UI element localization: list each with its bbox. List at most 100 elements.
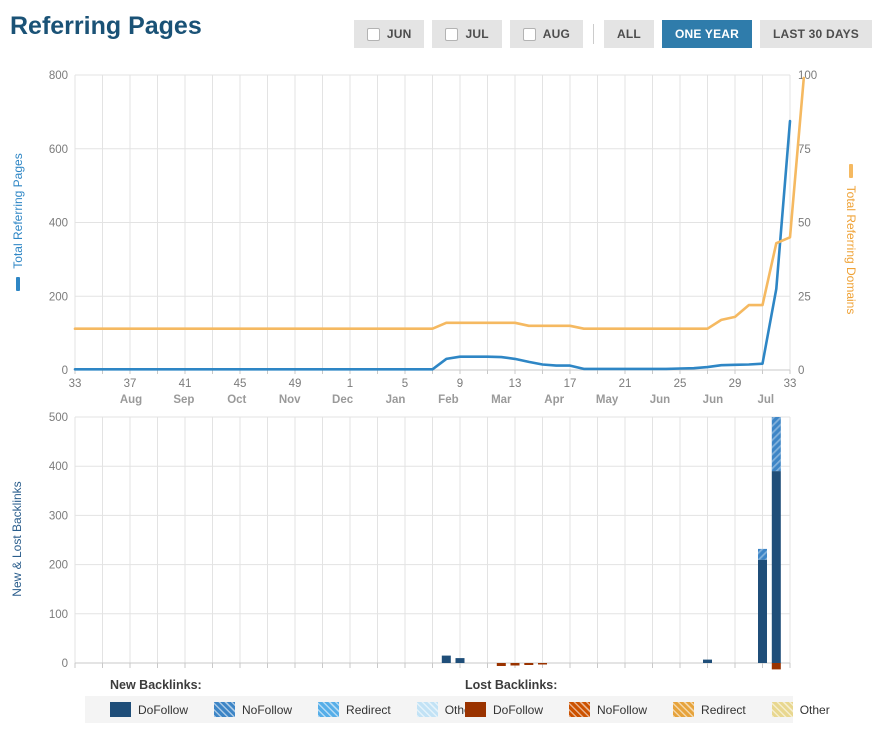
new-other-swatch-icon bbox=[416, 702, 438, 717]
lost-legend-item-nofollow: NoFollow bbox=[569, 702, 647, 717]
svg-text:25: 25 bbox=[798, 291, 811, 303]
line-total-referring-pages bbox=[73, 119, 792, 371]
range-filter-group: ALL ONE YEAR LAST 30 DAYS bbox=[604, 20, 872, 48]
lost-backlinks-legend-header: Lost Backlinks: bbox=[465, 678, 558, 692]
svg-text:400: 400 bbox=[49, 218, 68, 230]
bar-week-12-lost-dofollow bbox=[496, 663, 506, 666]
svg-text:0: 0 bbox=[62, 658, 68, 670]
new-backlinks-legend-header: New Backlinks: bbox=[110, 678, 202, 692]
lost-redirect-swatch-icon bbox=[673, 702, 695, 717]
chart1-gridlines bbox=[74, 74, 791, 374]
bar-week-32-new-dofollow bbox=[771, 471, 781, 663]
month-filter-label: JUL bbox=[465, 27, 489, 41]
svg-text:0: 0 bbox=[62, 365, 68, 377]
svg-text:Dec: Dec bbox=[332, 394, 354, 406]
legend-label: DoFollow bbox=[493, 702, 544, 717]
svg-text:Jul: Jul bbox=[757, 394, 774, 406]
svg-text:200: 200 bbox=[49, 560, 68, 572]
checkbox-icon[interactable] bbox=[522, 27, 536, 41]
month-filter-jun[interactable]: JUN bbox=[353, 20, 425, 48]
svg-text:Sep: Sep bbox=[173, 394, 194, 406]
svg-text:37: 37 bbox=[124, 378, 137, 390]
svg-text:49: 49 bbox=[289, 378, 302, 390]
svg-text:41: 41 bbox=[179, 378, 192, 390]
svg-text:Jun: Jun bbox=[703, 394, 723, 406]
svg-text:33: 33 bbox=[784, 378, 797, 390]
svg-text:25: 25 bbox=[674, 378, 687, 390]
bar-week-31-new-dofollow bbox=[758, 559, 767, 663]
svg-text:Feb: Feb bbox=[438, 394, 458, 406]
range-filter-all[interactable]: ALL bbox=[604, 20, 654, 48]
svg-text:Mar: Mar bbox=[491, 394, 512, 406]
range-filter-last-30-days[interactable]: LAST 30 DAYS bbox=[760, 20, 872, 48]
svg-text:29: 29 bbox=[729, 378, 742, 390]
lost-legend-item-dofollow: DoFollow bbox=[465, 702, 543, 717]
svg-text:1: 1 bbox=[347, 378, 353, 390]
range-filter-one-year[interactable]: ONE YEAR bbox=[661, 20, 753, 48]
lost-backlinks-legend: DoFollow NoFollow Redirect Other bbox=[465, 696, 830, 723]
svg-text:33: 33 bbox=[69, 378, 82, 390]
svg-text:Nov: Nov bbox=[279, 394, 301, 406]
backlinks-bar-chart: 0 100 200 300 400 500 bbox=[49, 412, 791, 670]
bar-week-9-new-dofollow bbox=[455, 658, 465, 663]
svg-text:75: 75 bbox=[798, 144, 811, 156]
legend-label: NoFollow bbox=[242, 702, 293, 717]
svg-text:300: 300 bbox=[49, 510, 68, 522]
svg-text:Oct: Oct bbox=[227, 394, 246, 406]
svg-text:100: 100 bbox=[798, 70, 817, 82]
month-filter-group: JUN JUL AUG bbox=[353, 20, 584, 48]
month-filter-label: AUG bbox=[542, 27, 571, 41]
chart2-gridlines bbox=[74, 416, 791, 668]
svg-text:17: 17 bbox=[564, 378, 577, 390]
svg-text:400: 400 bbox=[49, 461, 68, 473]
bar-week-8-new-dofollow bbox=[441, 655, 451, 663]
new-legend-item-dofollow: DoFollow bbox=[110, 702, 188, 717]
referring-pages-line-chart: 0 200 400 600 800 0 25 50 75 100 33 37 41 45 49 1 5 9 13 17… bbox=[49, 70, 817, 406]
legend-label: NoFollow bbox=[597, 702, 648, 717]
checkbox-icon[interactable] bbox=[366, 27, 380, 41]
new-redirect-swatch-icon bbox=[318, 702, 340, 717]
legend-label: DoFollow bbox=[138, 702, 189, 717]
new-legend-item-nofollow: NoFollow bbox=[214, 702, 292, 717]
svg-text:5: 5 bbox=[402, 378, 408, 390]
month-filter-label: JUN bbox=[386, 27, 412, 41]
svg-text:Jan: Jan bbox=[386, 394, 406, 406]
lost-other-swatch-icon bbox=[771, 702, 793, 717]
svg-text:45: 45 bbox=[234, 378, 247, 390]
lost-dofollow-swatch-icon bbox=[465, 702, 486, 717]
svg-text:Aug: Aug bbox=[120, 394, 142, 406]
page-title: Referring Pages bbox=[10, 12, 202, 40]
legend-label: Redirect bbox=[701, 702, 746, 717]
svg-text:500: 500 bbox=[49, 412, 68, 424]
svg-text:Apr: Apr bbox=[544, 394, 564, 406]
line-total-referring-domains bbox=[73, 76, 806, 331]
lost-legend-item-redirect: Redirect bbox=[673, 702, 746, 717]
svg-text:200: 200 bbox=[49, 291, 68, 303]
svg-text:0: 0 bbox=[798, 365, 804, 377]
bar-week-14-lost-dofollow bbox=[524, 663, 534, 665]
svg-text:100: 100 bbox=[49, 609, 68, 621]
svg-text:21: 21 bbox=[619, 378, 632, 390]
month-filter-jul[interactable]: JUL bbox=[432, 20, 502, 48]
chart-filters: JUN JUL AUG ALL ONE YEAR LAST 30 DAYS bbox=[353, 20, 872, 48]
lost-nofollow-swatch-icon bbox=[569, 702, 591, 717]
lost-legend-item-other: Other bbox=[771, 702, 830, 717]
bar-week-15-lost-dofollow bbox=[538, 663, 547, 665]
svg-text:800: 800 bbox=[49, 70, 68, 82]
legend-label: Other bbox=[799, 702, 830, 717]
svg-text:13: 13 bbox=[509, 378, 522, 390]
new-backlinks-legend: DoFollow NoFollow Redirect Other bbox=[110, 696, 475, 723]
bar-week-13-lost-dofollow bbox=[510, 663, 520, 666]
new-dofollow-swatch-icon bbox=[110, 702, 131, 717]
bar-week-27-new-dofollow bbox=[703, 659, 712, 663]
legend-strip: DoFollow NoFollow Redirect Other DoFollow No… bbox=[85, 696, 830, 723]
filter-divider bbox=[593, 24, 595, 44]
svg-text:Jun: Jun bbox=[650, 394, 670, 406]
new-legend-item-redirect: Redirect bbox=[318, 702, 391, 717]
checkbox-icon[interactable] bbox=[445, 27, 459, 41]
bar-week-32-lost-dofollow bbox=[771, 663, 781, 670]
svg-text:600: 600 bbox=[49, 144, 68, 156]
new-nofollow-swatch-icon bbox=[214, 702, 236, 717]
svg-text:9: 9 bbox=[457, 378, 463, 390]
month-filter-aug[interactable]: AUG bbox=[509, 20, 584, 48]
